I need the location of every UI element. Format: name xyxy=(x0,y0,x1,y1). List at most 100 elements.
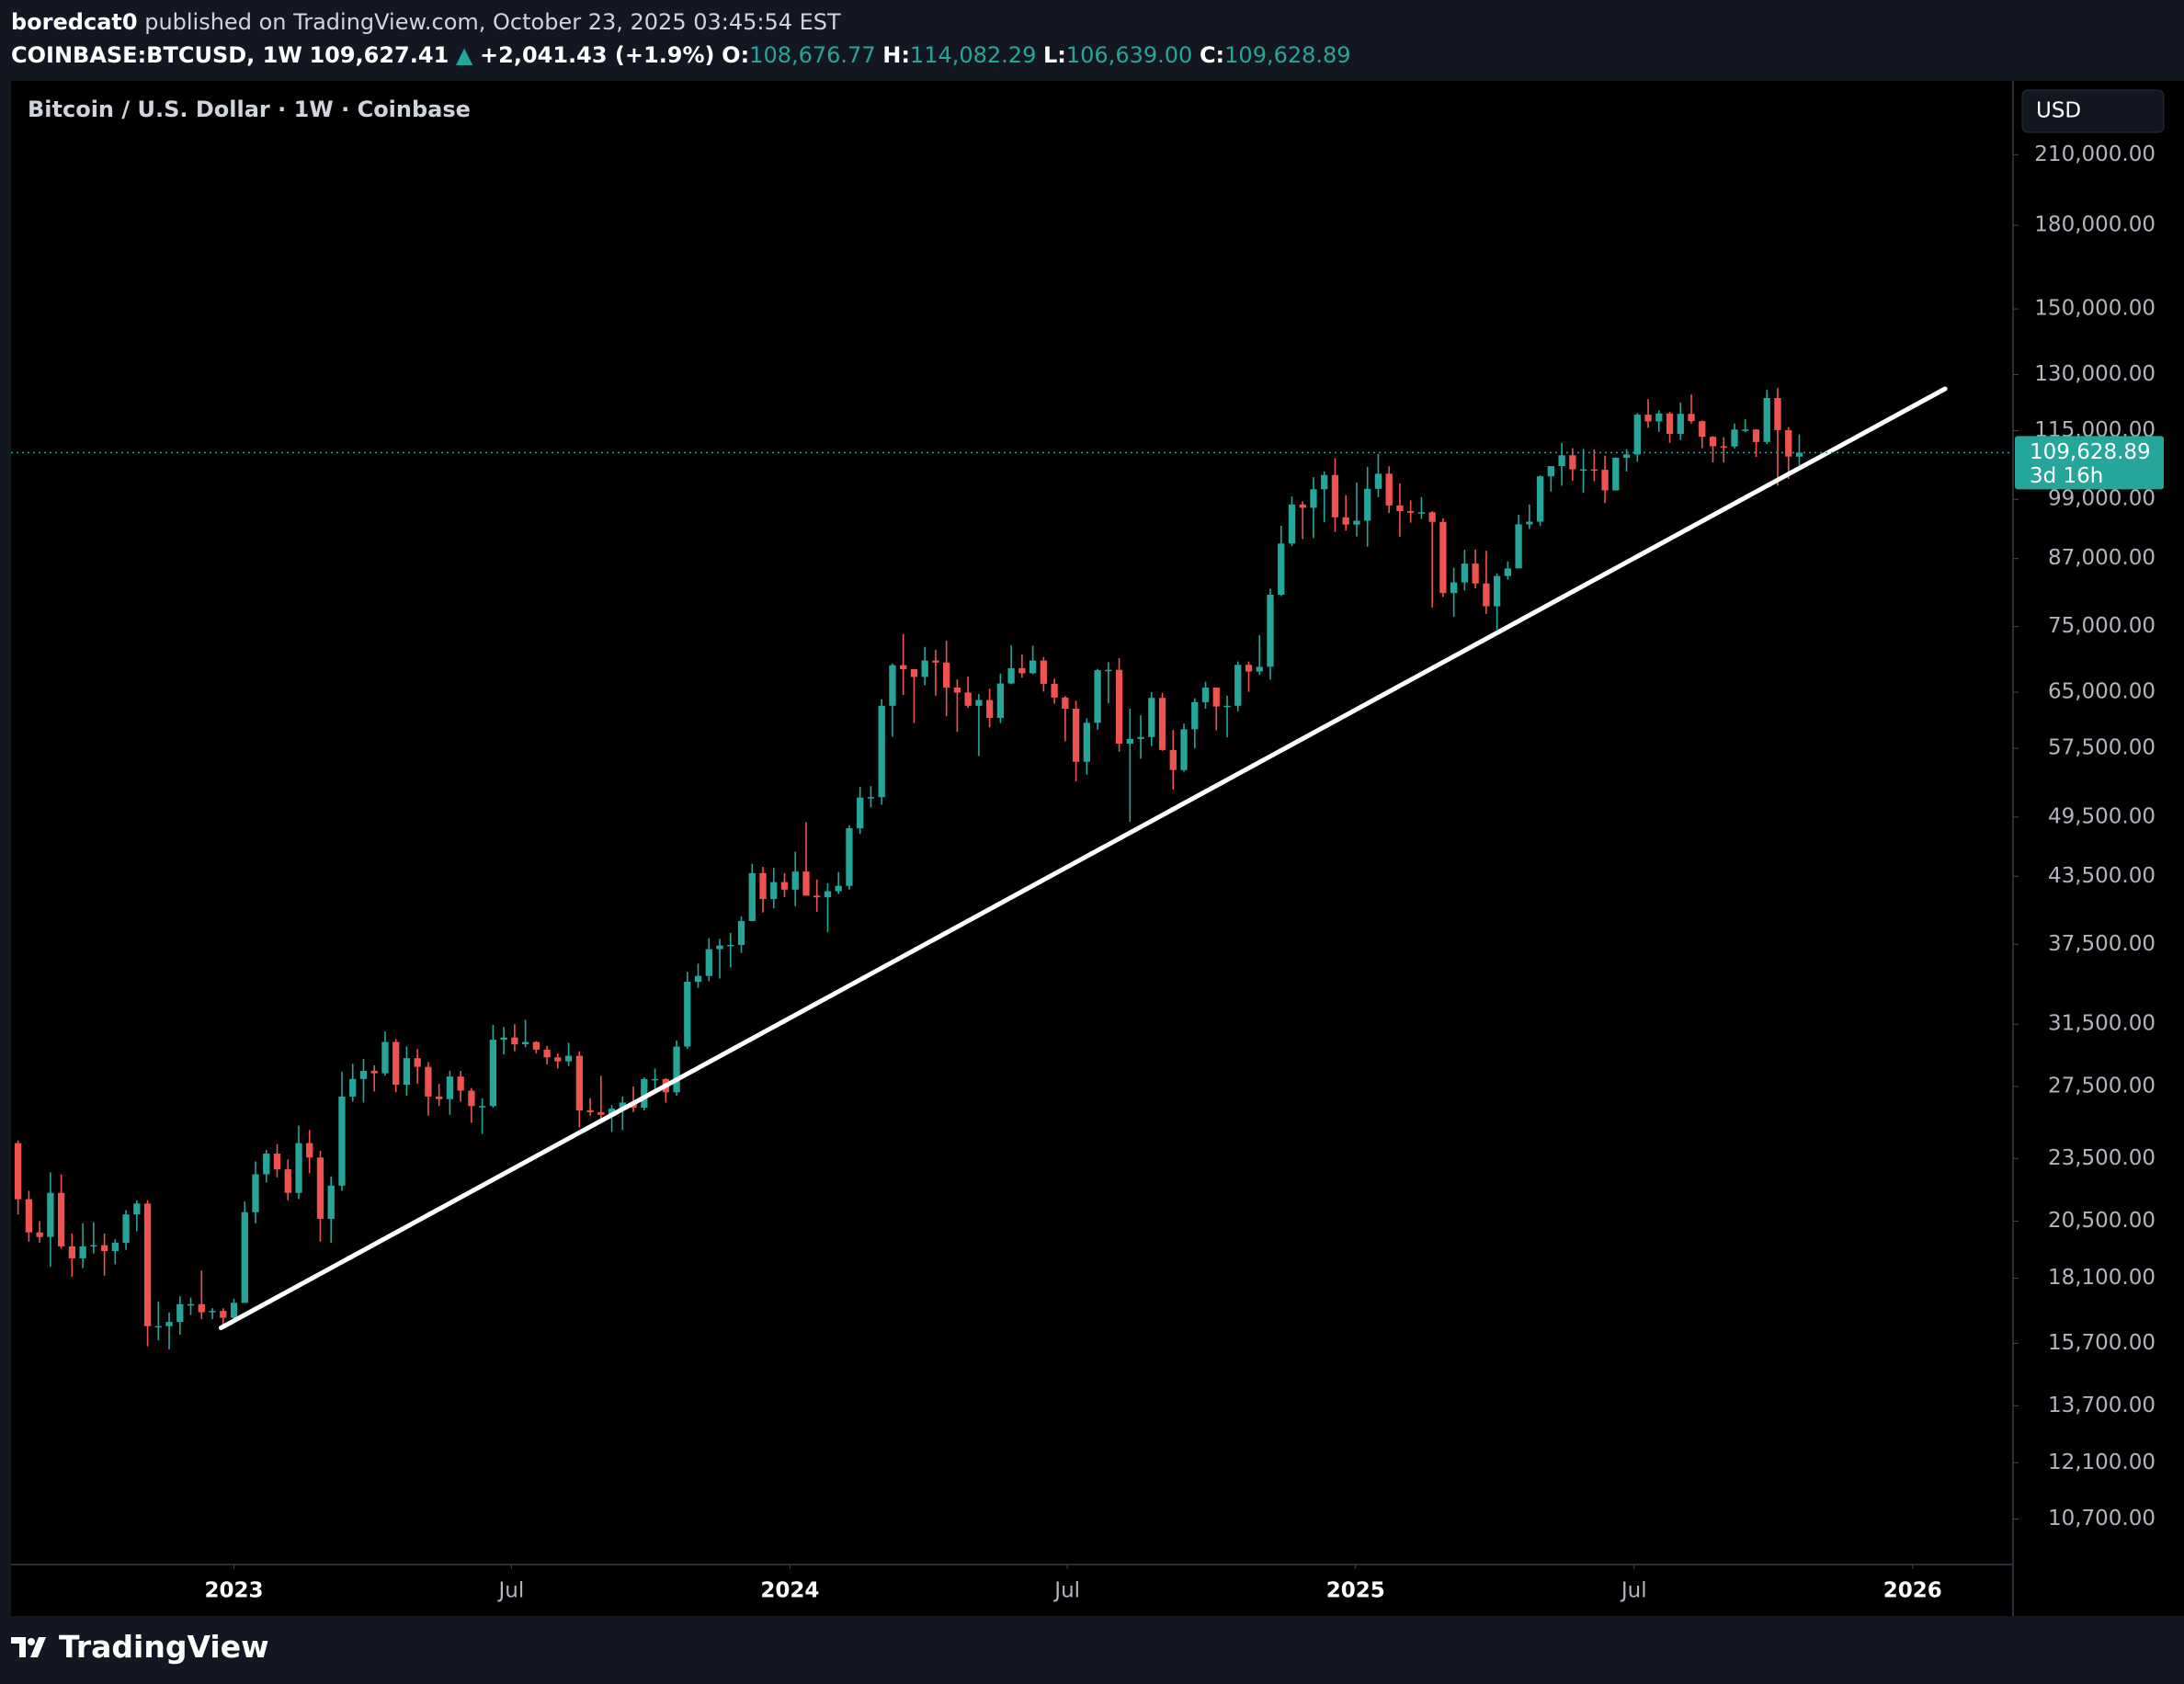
candle-body xyxy=(996,683,1005,719)
arrow: ▲ xyxy=(455,42,473,68)
candle-body xyxy=(964,692,972,706)
candle-body xyxy=(100,1245,108,1252)
candle-body xyxy=(1278,543,1285,596)
currency-button[interactable] xyxy=(2021,89,2165,133)
candle-body xyxy=(1169,749,1177,770)
candle-body xyxy=(597,1111,605,1115)
candle-body xyxy=(1245,665,1253,672)
x-tick-label: 2025 xyxy=(1326,1579,1385,1603)
candle-body xyxy=(489,1040,497,1107)
x-tick-label: 2024 xyxy=(760,1579,819,1603)
candle-body xyxy=(1731,429,1738,447)
candle-body xyxy=(1569,455,1576,470)
last-price-label: 109,628.89 xyxy=(2030,440,2151,464)
candle-body xyxy=(1051,683,1058,698)
candle-body xyxy=(1439,521,1447,594)
candle-body xyxy=(985,700,994,719)
price-labels: 210,000.00 180,000.00 150,000.00 130,000.00… xyxy=(2034,142,2156,1530)
candle-body xyxy=(1688,414,1695,422)
candle-body xyxy=(1115,669,1123,744)
candle-body xyxy=(1504,568,1512,576)
candle-body xyxy=(889,665,896,706)
logo xyxy=(11,1636,46,1657)
candle-body xyxy=(220,1311,227,1318)
candle-body xyxy=(1288,504,1296,544)
candle-body xyxy=(176,1303,184,1323)
candle-body xyxy=(1699,421,1706,438)
candle-body xyxy=(392,1041,400,1086)
candle-body xyxy=(111,1243,119,1252)
candle-body xyxy=(1299,504,1306,508)
y-tick-label: 12,100.00 xyxy=(2048,1451,2156,1474)
candle-body xyxy=(90,1245,97,1247)
price-axis-bg xyxy=(2013,81,2184,1616)
candle-body xyxy=(716,945,723,950)
candle-body xyxy=(306,1143,313,1158)
candle-body xyxy=(1472,563,1479,584)
header: boredcat0 published on TradingView.com, … xyxy=(11,6,1351,72)
x-tick-label: Jul xyxy=(1052,1579,1080,1603)
y-tick-label: 13,700.00 xyxy=(2048,1394,2156,1417)
candle-body xyxy=(165,1322,173,1326)
candle-body xyxy=(943,662,950,688)
candle-body xyxy=(673,1046,680,1093)
candle-body xyxy=(813,895,821,898)
candle-body xyxy=(1374,473,1382,489)
ohlc-value: 109,628.89 xyxy=(1224,42,1351,68)
candle-body xyxy=(651,1078,659,1081)
candle-body xyxy=(1785,429,1792,457)
y-tick-label: 37,500.00 xyxy=(2048,932,2156,956)
y-tick-label: 27,500.00 xyxy=(2048,1074,2156,1098)
footer: TradingView xyxy=(11,1629,269,1665)
candle-body xyxy=(1461,563,1469,583)
candle-body xyxy=(1622,454,1631,459)
candle-body xyxy=(1137,736,1144,739)
candle-body xyxy=(1677,414,1684,435)
candle-body xyxy=(878,705,885,798)
candle-body xyxy=(263,1154,270,1175)
candle-body xyxy=(1407,510,1415,513)
candle-body xyxy=(1396,505,1404,511)
candle-body xyxy=(1526,521,1533,525)
candles xyxy=(14,388,1803,1349)
candle-body xyxy=(68,1246,75,1258)
candle-body xyxy=(1148,698,1155,737)
candle-body xyxy=(586,1109,594,1112)
candle-body xyxy=(910,668,918,677)
change: +2,041.43 (+1.9%) xyxy=(480,42,715,68)
candle-body xyxy=(846,828,853,886)
candle-body xyxy=(900,665,907,669)
currency[interactable]: USD xyxy=(2036,99,2081,123)
candle-body xyxy=(791,871,799,890)
candle-body xyxy=(727,944,734,947)
last: 109,627.41 xyxy=(309,42,449,68)
y-tick-label: 87,000.00 xyxy=(2048,546,2156,570)
candle-body xyxy=(1558,455,1565,467)
candle-body xyxy=(198,1303,205,1313)
candle-body xyxy=(1072,708,1080,762)
chart-legend: Bitcoin / U.S. Dollar · 1W · Coinbase xyxy=(28,97,471,122)
candle-body xyxy=(349,1078,357,1097)
candle-body xyxy=(748,872,756,921)
y-tick-label: 23,500.00 xyxy=(2048,1146,2156,1170)
y-tick-label: 49,500.00 xyxy=(2048,804,2156,828)
candle-body xyxy=(564,1055,573,1062)
candle-body xyxy=(370,1070,378,1074)
published: published on TradingView.com, October 23… xyxy=(144,9,841,35)
candle-body xyxy=(1601,470,1609,491)
candle-body xyxy=(554,1057,562,1062)
candle-body xyxy=(1579,469,1587,472)
candle-body xyxy=(57,1192,65,1246)
candle-body xyxy=(446,1076,454,1099)
candle-body xyxy=(1364,488,1371,521)
candle-body xyxy=(359,1070,368,1079)
candle-body xyxy=(209,1311,216,1313)
candle-body xyxy=(1655,413,1663,422)
candle-body xyxy=(1536,476,1544,522)
ohlc-value: 108,676.77 xyxy=(749,42,876,68)
y-tick-label: 15,700.00 xyxy=(2048,1331,2156,1355)
candle-body xyxy=(500,1037,507,1041)
candle-body xyxy=(1493,575,1501,607)
publish-line: boredcat0 published on TradingView.com, … xyxy=(11,6,1351,39)
